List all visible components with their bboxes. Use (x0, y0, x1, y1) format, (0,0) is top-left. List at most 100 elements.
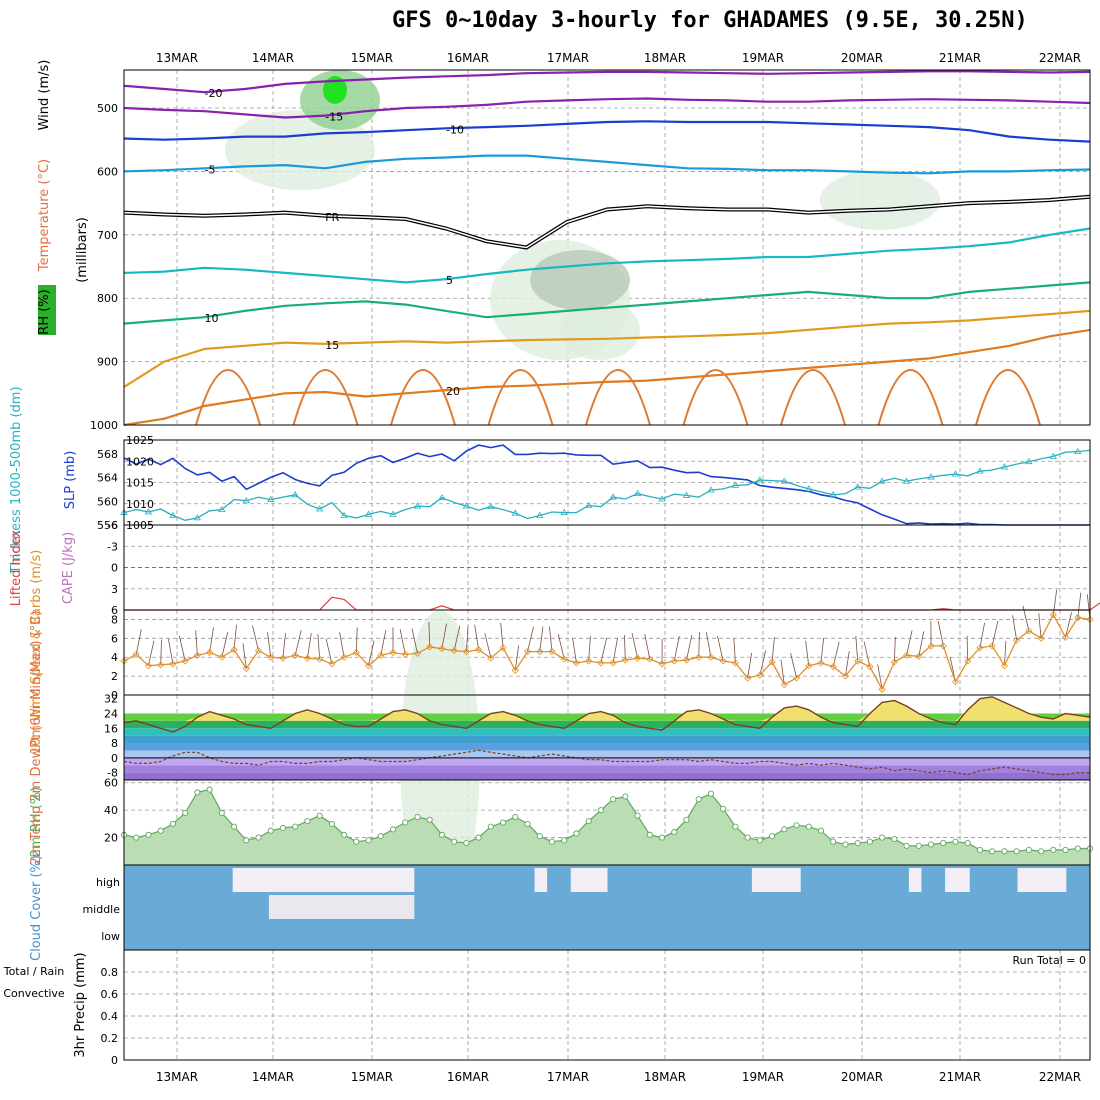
wind-barb (221, 632, 229, 658)
date-label-bottom: 16MAR (447, 1070, 489, 1084)
upper-panel-frame (123, 69, 1091, 426)
wind-barb (855, 635, 859, 662)
cloud-high-cell (582, 868, 596, 892)
wind-point (1025, 627, 1033, 635)
wind-point (364, 662, 373, 670)
wind-point (1049, 611, 1057, 619)
rh-point (304, 818, 311, 825)
wind-axis-label-10m: 10m Wind Speed & Barbs (m/s) (29, 550, 44, 755)
wind-point (303, 654, 311, 662)
rh-shading (820, 170, 940, 230)
thickness-point (609, 493, 617, 500)
date-label-top: 21MAR (939, 51, 981, 65)
isotherm-warm (780, 369, 846, 426)
wind-point (352, 648, 360, 657)
date-label-bottom: 22MAR (1039, 1070, 1081, 1084)
wind-barb (698, 632, 700, 658)
wind-barb (918, 631, 925, 657)
date-label-bottom: 14MAR (252, 1070, 294, 1084)
y-tick-label: 800 (97, 292, 118, 305)
wind-barb (1077, 592, 1082, 618)
thickness-point (560, 508, 568, 515)
wind-point (328, 660, 336, 668)
rh-point (952, 838, 959, 845)
rh-point (976, 846, 983, 853)
thickness-point (315, 505, 324, 512)
wind-barb (465, 626, 469, 652)
rh-point (585, 818, 592, 825)
rh-point (1025, 846, 1032, 853)
wind-point (413, 649, 422, 658)
wind-barb (500, 622, 504, 648)
rh-point (463, 840, 470, 847)
wind-barb (588, 635, 591, 662)
wind-point (805, 662, 813, 670)
wind-barb (1065, 612, 1072, 638)
wind-point (316, 655, 324, 663)
rh-point (279, 824, 287, 832)
rh-point (658, 834, 666, 841)
thickness-point (853, 483, 862, 490)
thickness-point (438, 494, 446, 501)
wind-speed-line (123, 613, 1091, 691)
wind-barb (317, 634, 321, 660)
thickness-point (1000, 463, 1009, 470)
rh-point (169, 820, 176, 827)
temp-axis-label: 2m Temp 2m DewPt (6hr Min/Max) (°C) (29, 611, 44, 866)
thickness-point (389, 510, 397, 517)
rh-point (817, 827, 825, 834)
cloud-high-cell (293, 868, 306, 892)
isotherm-label: FR (325, 211, 339, 224)
thickness-point (487, 502, 495, 510)
y-tick-label: 60 (104, 777, 118, 790)
rh-point (1074, 845, 1081, 852)
cloud-row-label: high (96, 876, 120, 889)
thickness-point (878, 477, 886, 484)
wind-barb (294, 630, 302, 656)
wind-barb (863, 641, 871, 667)
wind-point (585, 657, 593, 665)
rh-point (793, 822, 800, 829)
cloud-high-cell (256, 868, 270, 892)
rh-point (206, 786, 213, 793)
thickness-point (340, 511, 348, 518)
cloud-high-cell (1041, 868, 1055, 892)
wind-point (854, 657, 862, 665)
y-tick-label: 0 (111, 1054, 118, 1067)
rh-point (927, 841, 935, 848)
legend-convective: Convective (3, 987, 65, 1000)
temp-band (124, 743, 1090, 751)
rh-shading (560, 300, 640, 360)
cloud-high-cell (377, 868, 391, 892)
wind-point (218, 653, 226, 661)
cloud-high-cell (534, 868, 548, 892)
wind-point (829, 663, 837, 671)
wind-barb (368, 640, 375, 666)
rh-point (365, 837, 372, 844)
cloud-middle-cell (268, 895, 282, 919)
wind-point (792, 674, 801, 682)
date-label-top: 20MAR (841, 51, 883, 65)
cloud-high-cell (365, 868, 379, 892)
cloud-high-cell (280, 868, 294, 892)
wind-point (976, 644, 984, 652)
rh-point (915, 842, 922, 849)
wind-barb (411, 628, 418, 654)
wind-barb (325, 638, 333, 664)
wind-barb (380, 630, 387, 656)
thickness-point (658, 495, 666, 502)
cloud-high-cell (341, 868, 354, 892)
freezing-line-inner (123, 196, 1091, 249)
thickness-point (707, 486, 715, 493)
temp-band (124, 772, 1090, 780)
cloud-high-cell (1017, 868, 1031, 892)
wind-point (1000, 662, 1008, 670)
rh-point (414, 813, 421, 821)
cloud-middle-cell (353, 895, 366, 919)
wind-point (340, 653, 348, 661)
thickness-point (976, 467, 984, 474)
temp-band (124, 735, 1090, 744)
wind-point (658, 660, 666, 668)
wind-barb (790, 652, 797, 679)
y-tick-label: 0 (111, 752, 118, 765)
